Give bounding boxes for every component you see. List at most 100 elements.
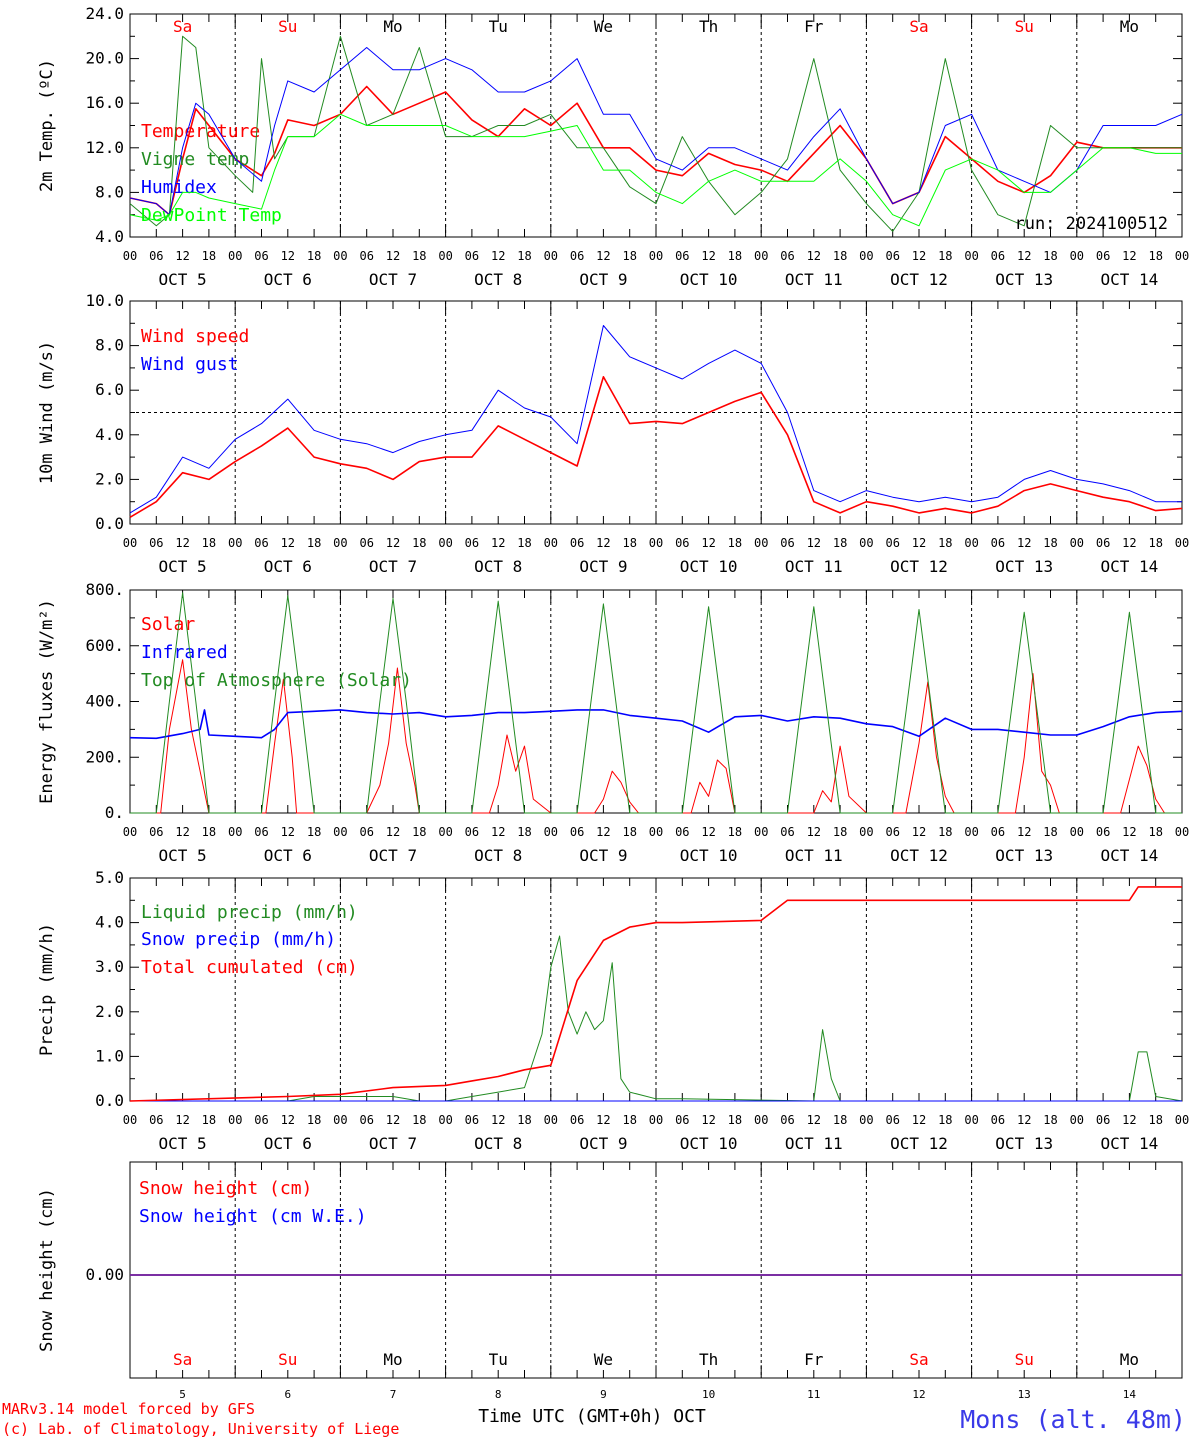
- day-number-label: 10: [702, 1388, 715, 1401]
- hour-tick-label: 06: [254, 1113, 268, 1127]
- weekday-label: We: [594, 17, 613, 36]
- date-label: OCT 11: [785, 270, 843, 289]
- hour-tick-label: 00: [649, 536, 663, 550]
- hour-tick-label: 18: [1043, 825, 1057, 839]
- y-tick-label: 400.: [85, 692, 124, 711]
- run-label: run: 2024100512: [1014, 214, 1168, 234]
- hour-tick-label: 00: [438, 825, 452, 839]
- date-label: OCT 14: [1101, 846, 1159, 865]
- weekday-label: Su: [1015, 17, 1034, 36]
- hour-tick-label: 12: [807, 536, 821, 550]
- hour-tick-label: 12: [491, 536, 505, 550]
- day-number-label: 11: [807, 1388, 820, 1401]
- hour-tick-label: 00: [544, 1113, 558, 1127]
- hour-tick-label: 00: [754, 825, 768, 839]
- hour-tick-label: 06: [780, 825, 794, 839]
- hour-tick-label: 06: [359, 1113, 373, 1127]
- hour-tick-label: 12: [1017, 249, 1031, 263]
- date-label: OCT 8: [474, 1134, 522, 1153]
- hour-tick-label: 06: [675, 825, 689, 839]
- hour-tick-label: 12: [596, 1113, 610, 1127]
- hour-tick-label: 00: [859, 825, 873, 839]
- day-number-label: 6: [284, 1388, 291, 1401]
- hour-tick-label: 12: [701, 825, 715, 839]
- y-axis-title: Snow height (cm): [37, 1188, 57, 1352]
- hour-tick-label: 18: [412, 825, 426, 839]
- hour-tick-label: 06: [570, 249, 584, 263]
- hour-tick-label: 00: [228, 536, 242, 550]
- day-number-label: 8: [495, 1388, 502, 1401]
- weekday-label: Fr: [804, 17, 824, 36]
- hour-tick-label: 12: [596, 536, 610, 550]
- hour-tick-label: 00: [964, 825, 978, 839]
- hour-tick-label: 18: [622, 1113, 636, 1127]
- hour-tick-label: 18: [1043, 249, 1057, 263]
- hour-tick-label: 00: [1175, 249, 1189, 263]
- y-tick-label: 8.0: [95, 182, 124, 201]
- hour-tick-label: 12: [386, 249, 400, 263]
- hour-tick-label: 06: [570, 536, 584, 550]
- date-label: OCT 5: [159, 846, 207, 865]
- hour-tick-label: 18: [1148, 249, 1162, 263]
- hour-tick-label: 00: [964, 536, 978, 550]
- hour-tick-label: 06: [149, 1113, 163, 1127]
- hour-tick-label: 06: [254, 536, 268, 550]
- hour-tick-label: 00: [1070, 249, 1084, 263]
- date-label: OCT 5: [159, 557, 207, 576]
- plot-frame: [129, 589, 1183, 814]
- hour-tick-label: 00: [859, 536, 873, 550]
- y-tick-label: 1.0: [95, 1046, 124, 1065]
- date-label: OCT 12: [890, 270, 948, 289]
- hour-tick-label: 00: [123, 249, 137, 263]
- hour-tick-label: 00: [1175, 536, 1189, 550]
- hour-tick-label: 12: [386, 825, 400, 839]
- hour-tick-label: 06: [885, 249, 899, 263]
- y-tick-label: 0.0: [95, 514, 124, 533]
- date-label: OCT 6: [264, 557, 312, 576]
- hour-tick-label: 12: [912, 249, 926, 263]
- hour-tick-label: 00: [544, 249, 558, 263]
- hour-tick-label: 18: [833, 536, 847, 550]
- date-label: OCT 14: [1101, 270, 1159, 289]
- hour-tick-label: 00: [333, 249, 347, 263]
- hour-tick-label: 00: [964, 249, 978, 263]
- weekday-label: Mo: [383, 1350, 402, 1369]
- date-label: OCT 6: [264, 846, 312, 865]
- date-label: OCT 13: [995, 270, 1053, 289]
- hour-tick-label: 06: [780, 249, 794, 263]
- legend-entry: Top of Atmosphere (Solar): [141, 670, 412, 691]
- y-tick-label: 3.0: [95, 957, 124, 976]
- hour-tick-label: 00: [754, 536, 768, 550]
- date-label: OCT 5: [159, 1134, 207, 1153]
- hour-tick-label: 18: [938, 825, 952, 839]
- hour-tick-label: 12: [807, 1113, 821, 1127]
- hour-tick-label: 06: [1096, 536, 1110, 550]
- weekday-label: Su: [278, 1350, 297, 1369]
- hour-tick-label: 18: [202, 249, 216, 263]
- weekday-label: We: [594, 1350, 613, 1369]
- series-line-wind-speed: [129, 375, 1183, 518]
- hour-tick-label: 12: [281, 1113, 295, 1127]
- hour-tick-label: 18: [938, 1113, 952, 1127]
- hour-tick-label: 18: [1148, 825, 1162, 839]
- day-number-label: 5: [179, 1388, 186, 1401]
- footer-credit: (c) Lab. of Climatology, University of L…: [2, 1420, 399, 1438]
- hour-tick-label: 00: [123, 536, 137, 550]
- hour-tick-label: 06: [570, 825, 584, 839]
- hour-tick-label: 18: [1043, 536, 1057, 550]
- hour-tick-label: 12: [596, 249, 610, 263]
- y-tick-label: 2.0: [95, 469, 124, 488]
- legend-entry: Infrared: [141, 642, 228, 663]
- hour-tick-label: 00: [754, 249, 768, 263]
- hour-tick-label: 18: [412, 536, 426, 550]
- hour-tick-label: 12: [491, 249, 505, 263]
- legend-entry: Vigne temp: [141, 149, 249, 170]
- weekday-label: Tu: [489, 1350, 508, 1369]
- y-tick-label: 6.0: [95, 380, 124, 399]
- y-tick-label: 4.0: [95, 227, 124, 246]
- hour-tick-label: 18: [412, 249, 426, 263]
- hour-tick-label: 06: [570, 1113, 584, 1127]
- weekday-label: Su: [278, 17, 297, 36]
- legend-entry: Solar: [141, 614, 195, 635]
